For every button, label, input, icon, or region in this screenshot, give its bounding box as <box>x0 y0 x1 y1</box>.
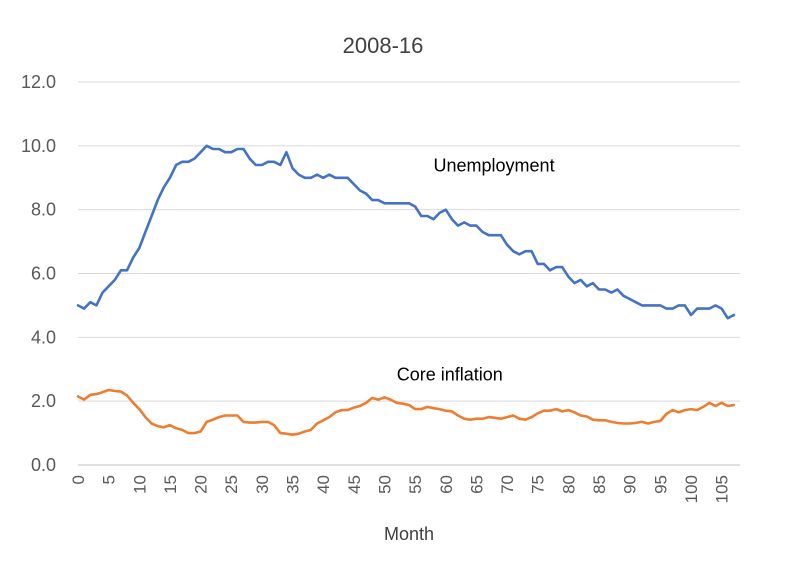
x-tick-label: 15 <box>161 475 180 494</box>
x-tick-label: 95 <box>651 475 670 494</box>
x-tick-label: 40 <box>314 475 333 494</box>
x-tick-label: 0 <box>69 475 88 484</box>
y-axis-ticks: 0.0 2.0 4.0 6.0 8.0 10.0 12.0 <box>21 72 56 475</box>
y-tick-label: 12.0 <box>21 72 56 92</box>
series-line-core-inflation <box>76 388 736 437</box>
x-tick-label: 80 <box>559 475 578 494</box>
x-tick-label: 30 <box>253 475 272 494</box>
y-tick-label: 0.0 <box>31 455 56 475</box>
series-label: Core inflation <box>397 364 503 384</box>
x-tick-label: 60 <box>437 475 456 494</box>
x-tick-label: 45 <box>345 475 364 494</box>
x-tick-label: 35 <box>284 475 303 494</box>
x-tick-label: 25 <box>222 475 241 494</box>
x-tick-label: 50 <box>375 475 394 494</box>
x-tick-label: 100 <box>682 475 701 503</box>
x-tick-label: 55 <box>406 475 425 494</box>
series-label: Unemployment <box>434 155 555 175</box>
x-tick-label: 65 <box>467 475 486 494</box>
x-tick-label: 90 <box>621 475 640 494</box>
x-tick-label: 70 <box>498 475 517 494</box>
y-tick-label: 10.0 <box>21 136 56 156</box>
x-tick-label: 10 <box>130 475 149 494</box>
x-tick-label: 75 <box>529 475 548 494</box>
y-tick-label: 4.0 <box>31 327 56 347</box>
series-annotations: Unemployment Core inflation <box>397 155 555 384</box>
x-tick-label: 105 <box>713 475 732 503</box>
y-tick-label: 6.0 <box>31 264 56 284</box>
gridlines <box>78 81 740 466</box>
y-tick-label: 8.0 <box>31 200 56 220</box>
x-tick-label: 20 <box>192 475 211 494</box>
chart-title: 2008-16 <box>343 33 424 58</box>
x-axis-ticks: 0 5 10 15 20 25 30 35 40 45 50 55 60 65 70 75 80 85 90 95 10… <box>69 475 732 503</box>
x-tick-label: 5 <box>100 475 119 484</box>
y-tick-label: 2.0 <box>31 391 56 411</box>
x-tick-label: 85 <box>590 475 609 494</box>
x-axis-title: Month <box>384 524 434 544</box>
series-line-unemployment <box>76 144 736 320</box>
series-lines <box>76 144 736 437</box>
